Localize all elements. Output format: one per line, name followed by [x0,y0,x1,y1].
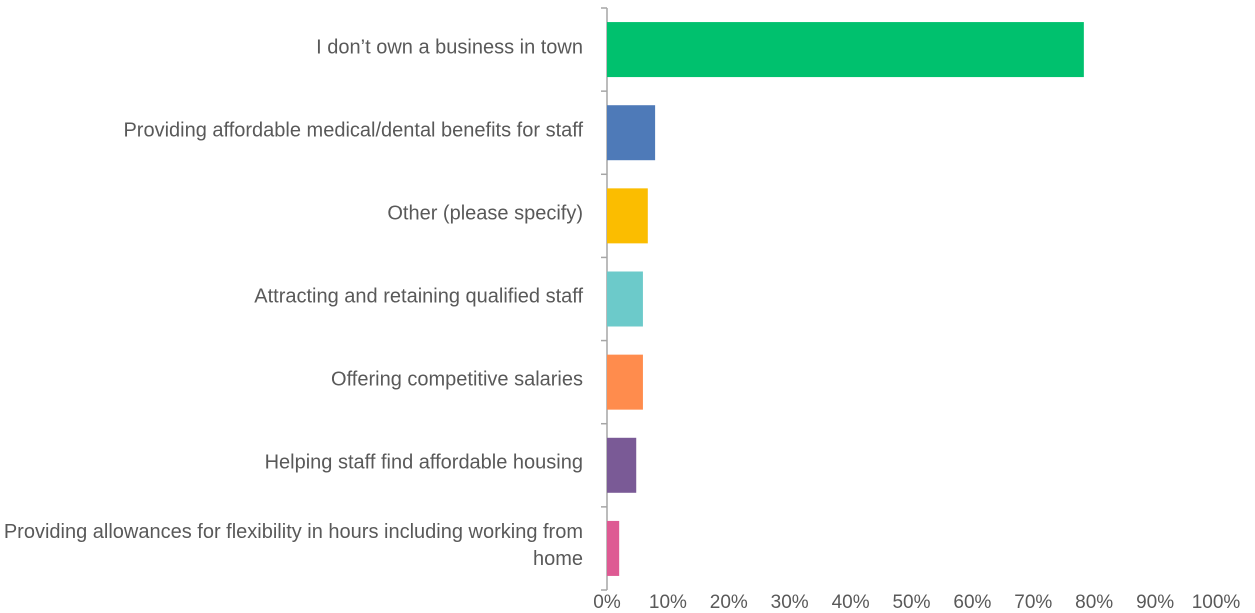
x-tick-label: 90% [1136,592,1174,613]
y-tick-label: Attracting and retaining qualified staff [254,285,583,308]
bar [607,22,1084,78]
x-tick-label: 20% [710,592,748,613]
y-tick-label: Other (please specify) [387,202,583,225]
bar [607,271,643,327]
x-tick-label: 10% [649,592,687,613]
x-tick-label: 60% [953,592,991,613]
y-tick-label: Providing allowances for flexibility in … [3,521,583,571]
x-tick-label: 100% [1192,592,1241,613]
y-tick-label: I don’t own a business in town [316,36,583,59]
bar [607,105,656,161]
y-tick-label: Offering competitive salaries [331,368,583,391]
bar [607,520,620,576]
x-tick-label: 70% [1014,592,1052,613]
x-tick-label: 30% [771,592,809,613]
bar [607,437,637,493]
bar [607,188,648,244]
x-tick-label: 50% [892,592,930,613]
y-tick-label: Helping staff find affordable housing [264,451,583,474]
x-tick-label: 80% [1075,592,1113,613]
bar [607,354,643,410]
x-tick-label: 40% [832,592,870,613]
x-tick-label: 0% [593,592,621,613]
y-tick-label: Providing affordable medical/dental bene… [123,119,583,142]
